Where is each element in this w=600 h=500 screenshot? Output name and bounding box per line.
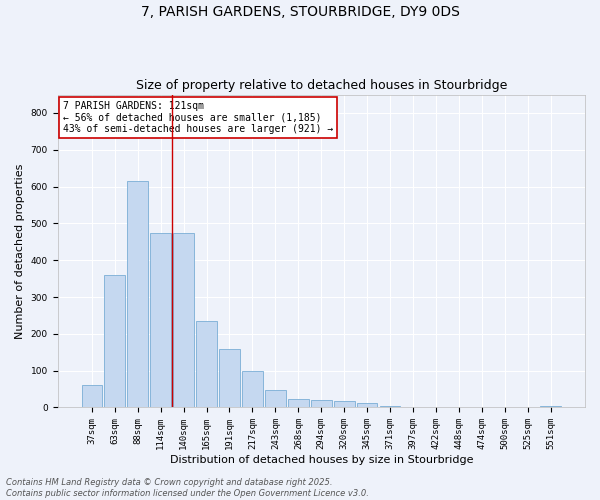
Bar: [288, 400, 308, 407]
Bar: [219, 348, 240, 408]
X-axis label: Distribution of detached houses by size in Stourbridge: Distribution of detached houses by size …: [170, 455, 473, 465]
Bar: [242, 372, 263, 408]
Y-axis label: Number of detached properties: Number of detached properties: [15, 164, 25, 338]
Bar: [425, 406, 446, 408]
Bar: [403, 406, 424, 408]
Text: Contains HM Land Registry data © Crown copyright and database right 2025.
Contai: Contains HM Land Registry data © Crown c…: [6, 478, 369, 498]
Bar: [173, 234, 194, 408]
Bar: [127, 180, 148, 408]
Bar: [334, 401, 355, 407]
Text: 7 PARISH GARDENS: 121sqm
← 56% of detached houses are smaller (1,185)
43% of sem: 7 PARISH GARDENS: 121sqm ← 56% of detach…: [63, 101, 333, 134]
Bar: [357, 402, 377, 407]
Bar: [311, 400, 332, 407]
Bar: [517, 406, 538, 408]
Text: 7, PARISH GARDENS, STOURBRIDGE, DY9 0DS: 7, PARISH GARDENS, STOURBRIDGE, DY9 0DS: [140, 5, 460, 19]
Title: Size of property relative to detached houses in Stourbridge: Size of property relative to detached ho…: [136, 79, 507, 92]
Bar: [541, 406, 561, 408]
Bar: [380, 406, 400, 407]
Bar: [265, 390, 286, 407]
Bar: [196, 320, 217, 408]
Bar: [82, 384, 102, 407]
Bar: [104, 275, 125, 407]
Bar: [151, 234, 171, 408]
